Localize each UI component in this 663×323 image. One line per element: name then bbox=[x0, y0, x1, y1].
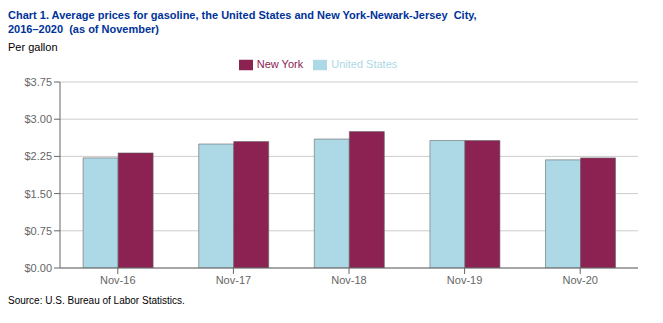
svg-text:$1.50: $1.50 bbox=[24, 188, 52, 200]
svg-text:$3.75: $3.75 bbox=[24, 76, 52, 88]
html-text:United States: United States bbox=[331, 58, 398, 70]
html-text:2016–2020 (as of November): 2016–2020 (as of November) bbox=[8, 23, 159, 35]
svg-text:$0.00: $0.00 bbox=[24, 262, 52, 274]
svg-text:Nov-16: Nov-16 bbox=[100, 274, 135, 286]
html-text:Source: U.S. Bureau of Labor S: Source: U.S. Bureau of Labor Statistics. bbox=[8, 295, 185, 306]
svg-text:Nov-19: Nov-19 bbox=[447, 274, 482, 286]
html-text:Chart 1. Average prices for ga: Chart 1. Average prices for gasoline, th… bbox=[8, 9, 477, 21]
svg-text:$2.25: $2.25 bbox=[24, 150, 52, 162]
svg-text:Nov-20: Nov-20 bbox=[562, 274, 597, 286]
svg-text:$3.00: $3.00 bbox=[24, 113, 52, 125]
svg-text:Nov-17: Nov-17 bbox=[216, 274, 251, 286]
html-text:New York: New York bbox=[256, 58, 304, 70]
svg-text:$0.75: $0.75 bbox=[24, 225, 52, 237]
html-text:Per gallon: Per gallon bbox=[8, 41, 58, 53]
svg-text:Nov-18: Nov-18 bbox=[331, 274, 366, 286]
